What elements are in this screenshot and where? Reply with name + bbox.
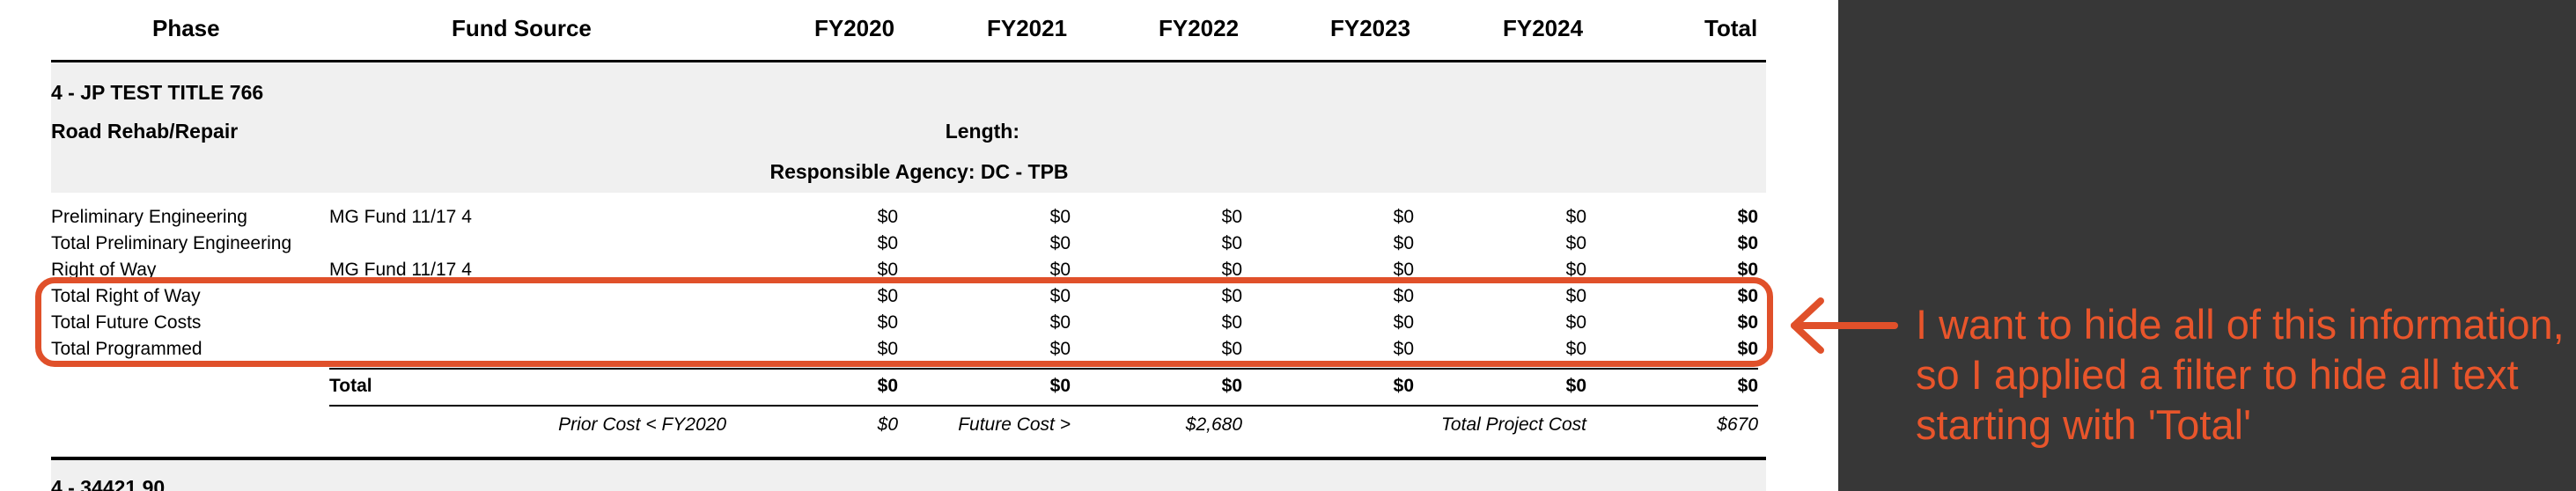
- cell-fy2024: $0: [1565, 207, 1586, 227]
- prior-cost-label: Prior Cost < FY2020: [558, 414, 726, 435]
- future-cost-label: Future Cost >: [958, 414, 1071, 435]
- row-fund-source: MG Fund 11/17 4: [329, 207, 472, 227]
- row-label: Total Preliminary Engineering: [51, 233, 292, 253]
- cell-fy2022: $0: [1221, 233, 1242, 253]
- cell-fy2021: $0: [1049, 260, 1071, 280]
- total-fy2020: $0: [877, 376, 898, 396]
- header-fund-source[interactable]: Fund Source: [452, 15, 592, 41]
- prior-cost-value: $0: [877, 414, 898, 435]
- cell-fy2023: $0: [1393, 260, 1414, 280]
- section-divider: [51, 457, 1766, 460]
- cell-fy2021: $0: [1049, 339, 1071, 359]
- total-fy2022: $0: [1221, 376, 1242, 396]
- cell-fy2023: $0: [1393, 339, 1414, 359]
- row-label: Total Right of Way: [51, 286, 201, 306]
- cell-fy2020: $0: [877, 260, 898, 280]
- cell-total: $0: [1737, 312, 1758, 333]
- cell-fy2023: $0: [1393, 233, 1414, 253]
- cell-fy2024: $0: [1565, 233, 1586, 253]
- length-label: Length:: [945, 120, 1019, 143]
- header-divider: [51, 60, 1766, 62]
- total-label: Total: [329, 376, 372, 396]
- cell-fy2024: $0: [1565, 339, 1586, 359]
- responsible-agency: Responsible Agency: DC - TPB: [769, 160, 1069, 183]
- total-row-divider: [329, 368, 1758, 370]
- cell-fy2021: $0: [1049, 312, 1071, 333]
- cell-total: $0: [1737, 339, 1758, 359]
- highlight-box: [35, 277, 1773, 367]
- header-fy2023[interactable]: FY2023: [1330, 15, 1411, 41]
- row-label: Right of Way: [51, 260, 157, 280]
- header-fy2020[interactable]: FY2020: [814, 15, 895, 41]
- total-fy2023: $0: [1393, 376, 1414, 396]
- cell-fy2021: $0: [1049, 207, 1071, 227]
- cell-fy2022: $0: [1221, 207, 1242, 227]
- row-label: Preliminary Engineering: [51, 207, 247, 227]
- row-fund-source: MG Fund 11/17 4: [329, 260, 472, 280]
- next-project-header-block: [51, 460, 1766, 491]
- project-type: Road Rehab/Repair: [51, 120, 239, 143]
- cell-fy2023: $0: [1393, 312, 1414, 333]
- cell-fy2022: $0: [1221, 339, 1242, 359]
- report-table: Phase Fund Source FY2020 FY2021 FY2022 F…: [51, 15, 1766, 491]
- cell-fy2020: $0: [877, 233, 898, 253]
- cell-fy2020: $0: [877, 312, 898, 333]
- header-total[interactable]: Total: [1704, 15, 1758, 41]
- cell-fy2020: $0: [877, 286, 898, 306]
- next-project-title: 4 - 34421.90: [51, 476, 166, 491]
- cell-fy2024: $0: [1565, 286, 1586, 306]
- cell-fy2023: $0: [1393, 286, 1414, 306]
- cell-total: $0: [1737, 207, 1758, 227]
- cell-fy2020: $0: [877, 207, 898, 227]
- project-title: 4 - JP TEST TITLE 766: [51, 81, 264, 104]
- total-fy2024: $0: [1565, 376, 1586, 396]
- cell-fy2022: $0: [1221, 286, 1242, 306]
- summary-row-divider: [329, 405, 1758, 407]
- row-label: Total Future Costs: [51, 312, 202, 333]
- annotation-panel: [1838, 0, 2576, 491]
- cell-fy2022: $0: [1221, 312, 1242, 333]
- total-fy2021: $0: [1049, 376, 1071, 396]
- total-project-cost-value: $670: [1717, 414, 1758, 435]
- header-fy2021[interactable]: FY2021: [987, 15, 1068, 41]
- cell-fy2024: $0: [1565, 312, 1586, 333]
- total-total: $0: [1737, 376, 1758, 396]
- cell-total: $0: [1737, 233, 1758, 253]
- cell-fy2023: $0: [1393, 207, 1414, 227]
- cell-fy2020: $0: [877, 339, 898, 359]
- cell-fy2022: $0: [1221, 260, 1242, 280]
- cell-fy2021: $0: [1049, 233, 1071, 253]
- row-label: Total Programmed: [51, 339, 202, 359]
- header-fy2024[interactable]: FY2024: [1503, 15, 1584, 41]
- cell-fy2024: $0: [1565, 260, 1586, 280]
- cell-total: $0: [1737, 286, 1758, 306]
- future-cost-value: $2,680: [1185, 414, 1242, 435]
- cell-total: $0: [1737, 260, 1758, 280]
- header-phase[interactable]: Phase: [152, 15, 220, 41]
- project-header-block: [51, 62, 1766, 193]
- annotation-text: I want to hide all of this information, …: [1916, 301, 2565, 448]
- arrow-left-icon: [1791, 297, 1898, 354]
- total-project-cost-label: Total Project Cost: [1441, 414, 1586, 435]
- header-fy2022[interactable]: FY2022: [1159, 15, 1240, 41]
- cell-fy2021: $0: [1049, 286, 1071, 306]
